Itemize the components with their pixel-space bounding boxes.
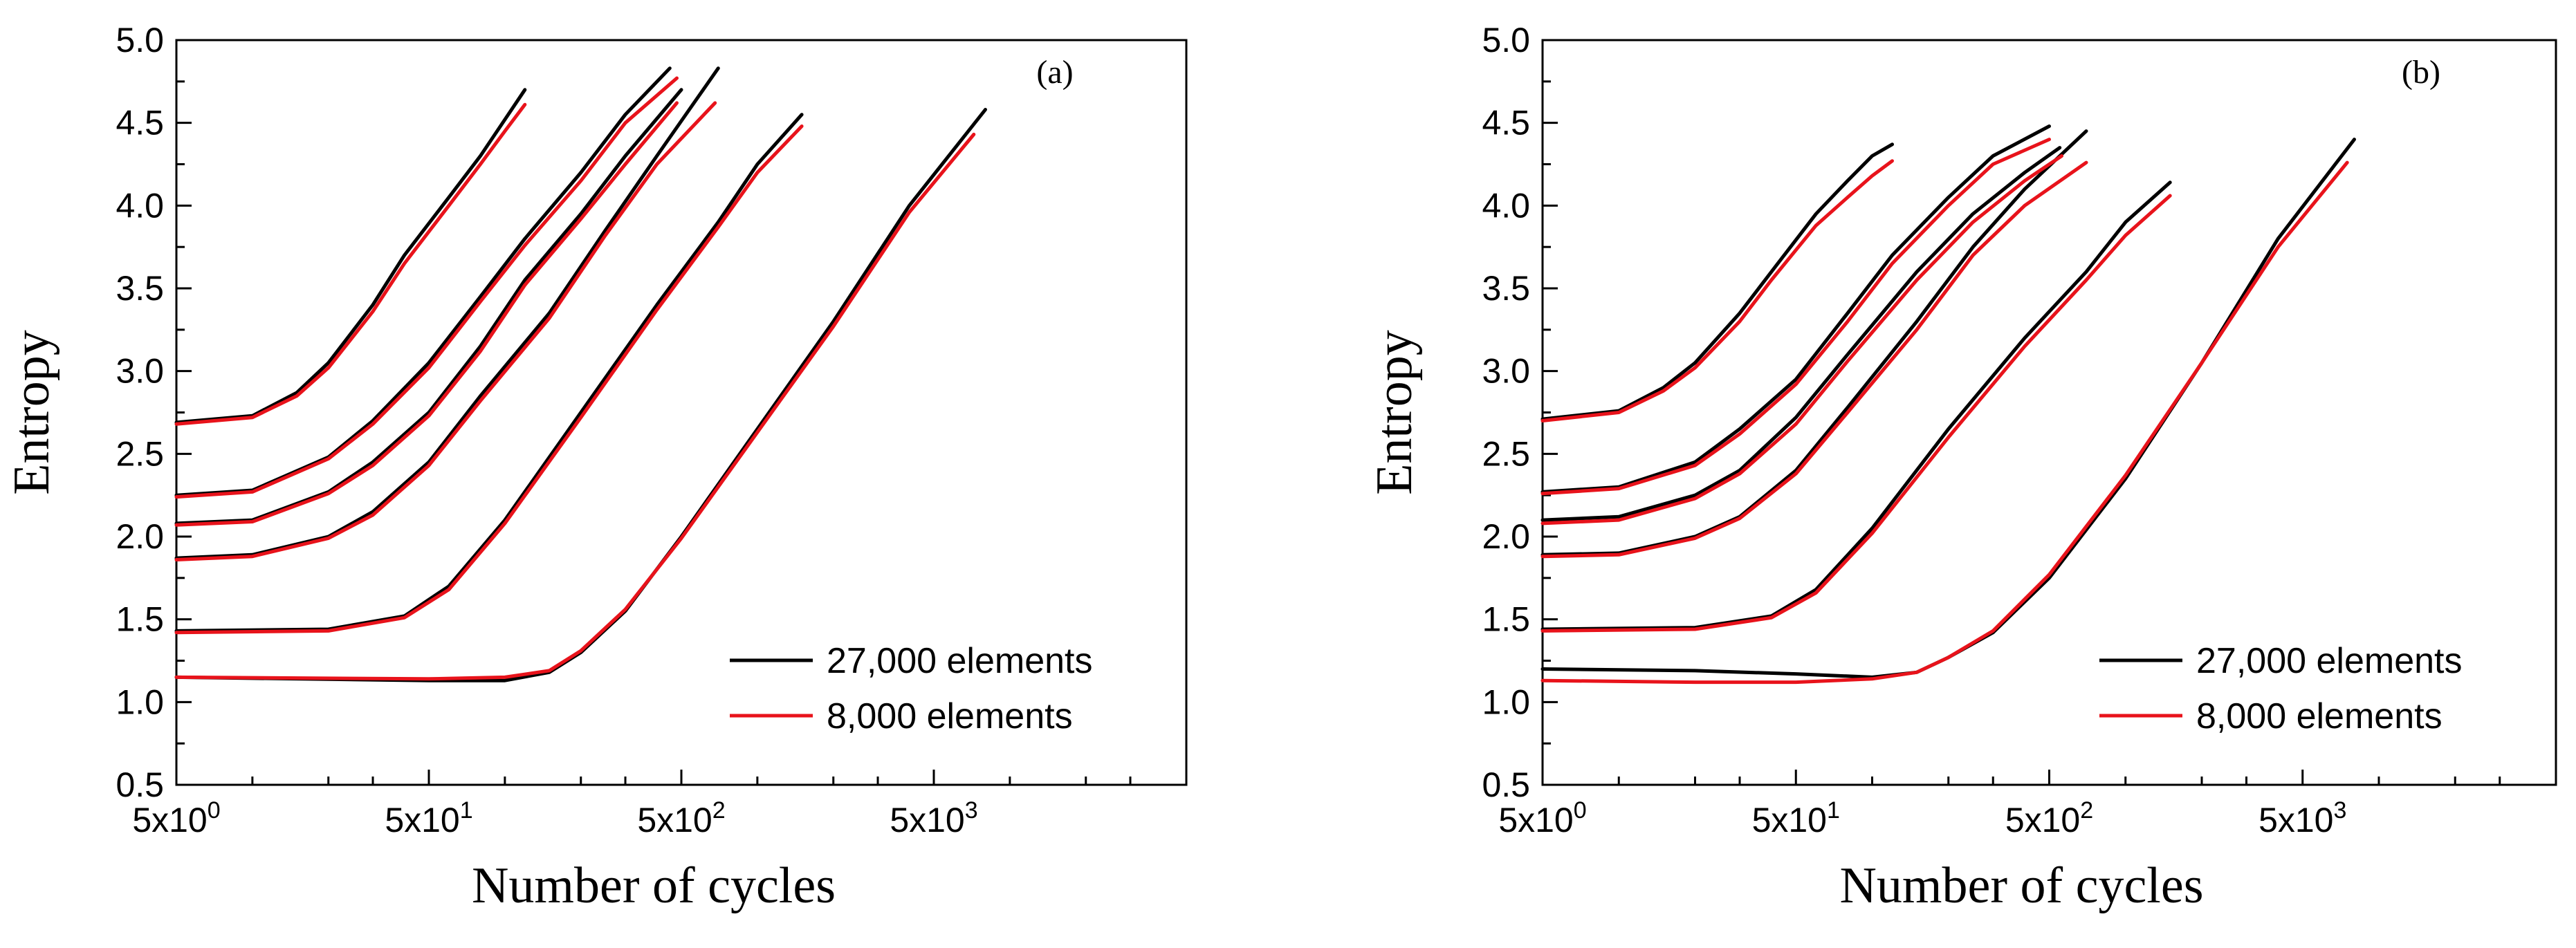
series-line-red-3: [1540, 154, 2063, 526]
y-tick-label: 4.5: [1482, 104, 1530, 142]
series-line-red-5: [174, 124, 804, 635]
x-tick-label: 5x101: [1752, 797, 1840, 839]
series-line-black-1: [174, 88, 527, 425]
y-tick-label: 1.5: [1482, 600, 1530, 639]
series-line-black-2: [1540, 124, 2051, 494]
series-line-red-3: [174, 101, 679, 527]
series-line-red-2: [1540, 138, 2051, 496]
series-line-red-5: [1540, 194, 2172, 633]
y-tick-label: 4.0: [116, 186, 164, 225]
chart-panel-b: 0.5 1.0 1.5 2.0 2.5 3.0 3.5 4.0 4.5 5.0 5x100 5x101…: [1366, 21, 2557, 914]
series-line-red-6: [1540, 160, 2349, 685]
series-line-black-5: [1540, 180, 2172, 631]
series-line-red-6: [174, 132, 976, 681]
series-line-red-4: [174, 101, 717, 561]
y-tick-label: 0.5: [116, 765, 164, 804]
chart-panel-a: 0.5 1.0 1.5 2.0 2.5 3.0 3.5 4.0 4.5 5.0 5x100 5x101…: [3, 21, 1188, 914]
series-line-red-1: [174, 102, 527, 426]
x-tick-label: 5x102: [2005, 797, 2093, 839]
legend-label: 27,000 elements: [2196, 641, 2463, 681]
y-tick-label: 4.0: [1482, 186, 1530, 225]
y-tick-label: 2.0: [1482, 517, 1530, 556]
y-tick-label: 2.0: [116, 517, 164, 556]
series-line-red-1: [1540, 159, 1894, 422]
legend-label: 8,000 elements: [2196, 696, 2442, 736]
y-tick-label: 3.0: [1482, 352, 1530, 391]
y-tick-label: 2.5: [1482, 434, 1530, 473]
series-line-red-4: [1540, 160, 2088, 559]
y-tick-label: 5.0: [116, 21, 164, 59]
y-tick-label: 1.0: [116, 682, 164, 721]
y-tick-label: 1.5: [116, 600, 164, 639]
y-tick-label: 3.0: [116, 352, 164, 391]
y-tick-label: 5.0: [1482, 21, 1530, 59]
series-line-black-2: [174, 66, 672, 497]
x-axis-title: Number of cycles: [472, 857, 836, 914]
y-tick-label: 1.0: [1482, 682, 1530, 721]
y-tick-label: 3.5: [116, 269, 164, 308]
series-line-red-2: [174, 76, 679, 499]
x-tick-label: 5x103: [2258, 797, 2346, 839]
series-line-black-6: [1540, 138, 2356, 679]
x-tick-label: 5x103: [890, 797, 977, 839]
legend-label: 8,000 elements: [827, 696, 1073, 736]
x-tick-label: 5x100: [132, 797, 220, 839]
y-tick-label: 3.5: [1482, 269, 1530, 308]
x-axis-title: Number of cycles: [1839, 857, 2203, 914]
x-tick-label: 5x101: [385, 797, 472, 839]
y-tick-label: 0.5: [1482, 765, 1530, 804]
x-tick-label: 5x100: [1498, 797, 1586, 839]
y-tick-label: 2.5: [116, 434, 164, 473]
series-line-black-3: [174, 88, 683, 526]
x-tick-label: 5x102: [637, 797, 725, 839]
panel-label: (b): [2402, 54, 2440, 91]
y-tick-label: 4.5: [116, 104, 164, 142]
series-line-black-1: [1540, 142, 1894, 421]
panel-label: (a): [1036, 54, 1073, 91]
y-axis-title: Entropy: [3, 330, 60, 494]
legend-label: 27,000 elements: [827, 641, 1093, 681]
y-axis-title: Entropy: [1366, 330, 1423, 494]
series-line-black-3: [1540, 146, 2062, 522]
